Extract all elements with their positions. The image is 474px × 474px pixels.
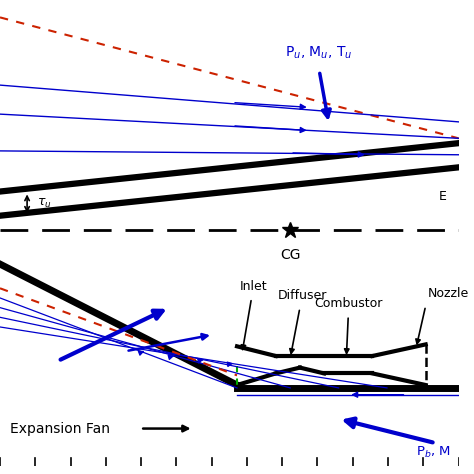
Text: Expansion Fan: Expansion Fan	[9, 421, 109, 436]
Text: CG: CG	[280, 247, 301, 262]
Text: $\tau_u$: $\tau_u$	[37, 197, 52, 210]
Text: P$_u$, M$_u$, T$_u$: P$_u$, M$_u$, T$_u$	[285, 45, 353, 61]
Text: Diffuser: Diffuser	[278, 289, 328, 302]
Text: P$_b$, M: P$_b$, M	[416, 445, 451, 460]
Text: Combustor: Combustor	[314, 297, 383, 310]
Text: Nozzle: Nozzle	[428, 287, 469, 300]
Text: E: E	[439, 190, 447, 203]
Text: Inlet: Inlet	[240, 280, 267, 293]
